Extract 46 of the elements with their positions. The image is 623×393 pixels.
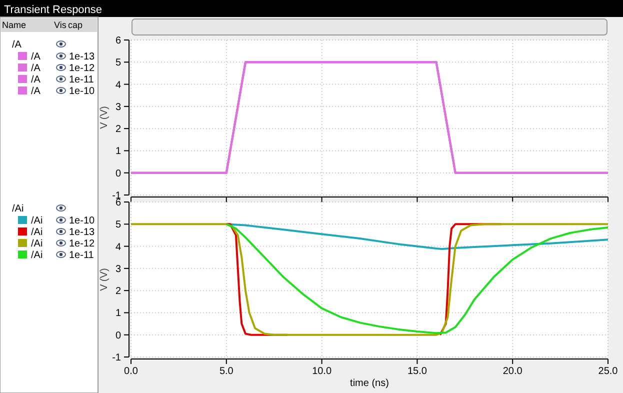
legend-label: /A xyxy=(31,52,41,62)
x-tick-label: 0.0 xyxy=(124,366,138,377)
x-tick-label: 25.0 xyxy=(598,366,618,377)
y-tick-label: 5 xyxy=(115,220,122,231)
x-tick-label: 20.0 xyxy=(502,366,523,377)
text: 1e-13 xyxy=(69,227,96,238)
legend-label: /A xyxy=(31,86,41,97)
x-tick-label: 15.0 xyxy=(407,366,428,377)
x-axis-title: time (ns) xyxy=(350,378,389,389)
y-tick-label: 1 xyxy=(115,146,122,158)
y-tick-label: 3 xyxy=(115,102,122,113)
y-tick-label: 6 xyxy=(115,36,122,46)
legend-label: /A xyxy=(31,63,41,74)
text: Name xyxy=(2,20,26,30)
y-axis-title: V (V) xyxy=(99,268,110,291)
text: 1e-10 xyxy=(69,86,96,97)
legend-label: /Ai xyxy=(31,238,43,250)
text: 1e-10 xyxy=(69,216,96,226)
text: Vis xyxy=(54,20,67,30)
x-tick-label: 5.0 xyxy=(219,366,234,377)
y-tick-label: 0 xyxy=(115,168,122,180)
text: 1e-11 xyxy=(69,74,94,86)
y-tick-label: 6 xyxy=(115,198,122,208)
text: cap xyxy=(68,20,83,30)
text: 1e-12 xyxy=(69,238,96,250)
y-tick-label: 4 xyxy=(115,242,122,253)
y-tick-label: 2 xyxy=(115,286,122,298)
x-tick-label: 10.0 xyxy=(312,366,332,377)
y-tick-label: 4 xyxy=(115,80,122,91)
legend-label: /A xyxy=(31,74,41,86)
legend-label: /Ai xyxy=(31,227,43,238)
y-tick-label: 3 xyxy=(115,264,122,275)
legend-title: /Ai xyxy=(12,204,24,214)
y-axis-title: V (V) xyxy=(99,106,110,129)
legend-label: /Ai xyxy=(31,216,43,226)
y-tick-label: 5 xyxy=(115,58,122,69)
legend-label: /Ai xyxy=(31,250,43,261)
y-tick-label: 2 xyxy=(115,124,122,136)
legend-title: /A xyxy=(12,40,22,50)
text: 1e-11 xyxy=(69,250,94,261)
y-tick-label: 0 xyxy=(115,330,122,342)
chart-title: Transient Response xyxy=(4,4,102,16)
y-tick-label: 1 xyxy=(115,308,122,320)
text: 1e-12 xyxy=(69,63,96,74)
text: 1e-13 xyxy=(69,52,96,62)
y-tick-label: -1 xyxy=(112,352,122,364)
